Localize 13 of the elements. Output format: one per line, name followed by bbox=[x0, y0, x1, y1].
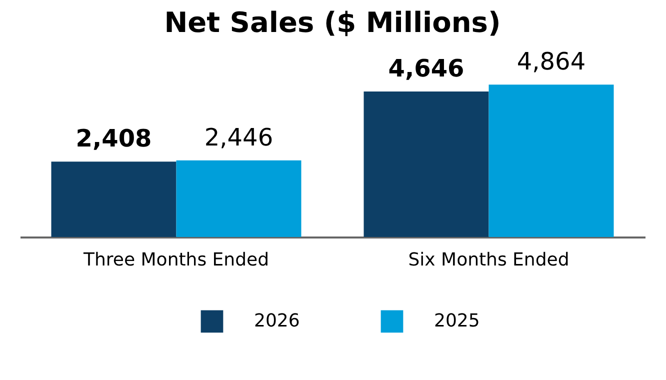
data-label: 4,864 bbox=[516, 48, 586, 76]
x-tick-label: Six Months Ended bbox=[408, 250, 570, 270]
bar bbox=[488, 84, 614, 237]
data-label: 2,408 bbox=[76, 124, 152, 153]
bar bbox=[51, 162, 176, 237]
legend-label: 2025 bbox=[434, 310, 480, 332]
x-tick-label: Three Months Ended bbox=[82, 250, 270, 270]
data-label: 4,646 bbox=[388, 54, 464, 82]
legend-label: 2026 bbox=[254, 310, 300, 332]
chart-title: Net Sales ($ Millions) bbox=[164, 6, 501, 39]
data-label: 2,446 bbox=[204, 123, 274, 152]
bar bbox=[364, 91, 489, 237]
bar bbox=[176, 160, 302, 237]
